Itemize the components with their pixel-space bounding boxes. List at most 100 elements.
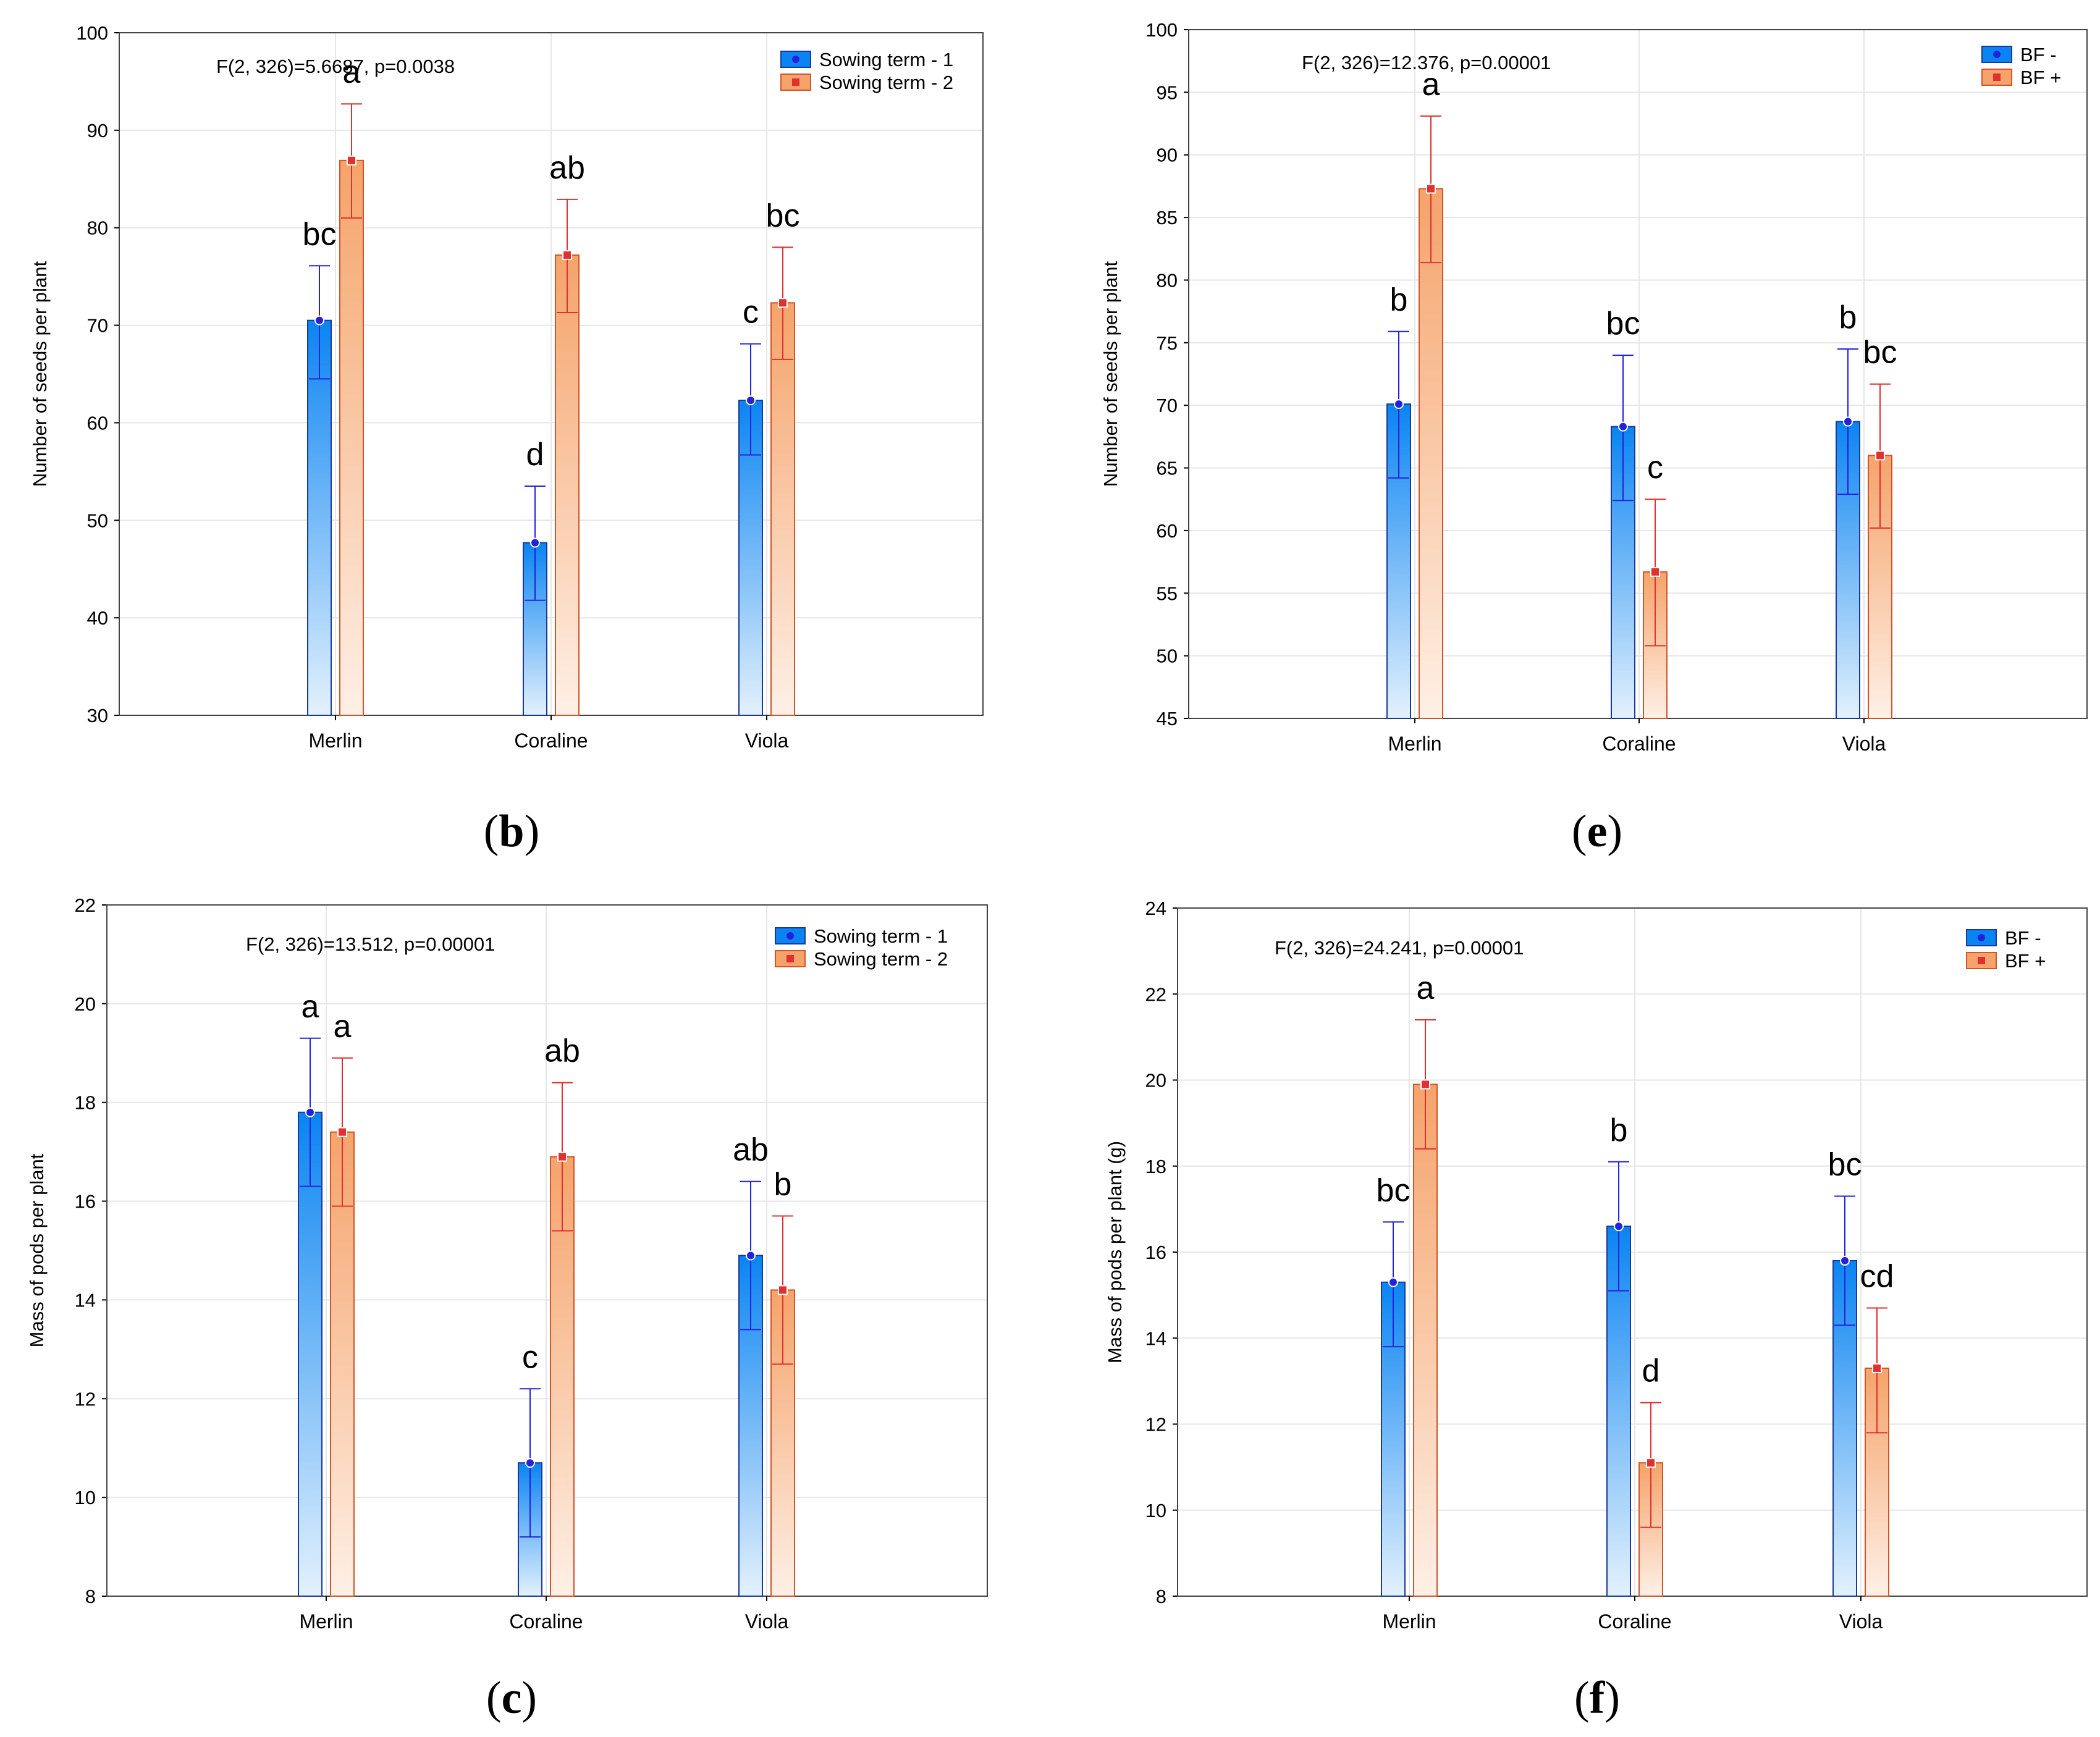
- stat-annotation: F(2, 326)=5.6687, p=0.0038: [216, 56, 455, 77]
- y-tick-label: 8: [85, 1586, 96, 1607]
- category-label: Coraline: [509, 1610, 583, 1633]
- significance-letter: bc: [1828, 1146, 1862, 1182]
- category-label: Viola: [1839, 1610, 1883, 1633]
- panel-label: (b): [484, 806, 539, 857]
- y-tick-label: 12: [1145, 1414, 1166, 1436]
- panel-f: 8 10 12 14 16 18 20 22 24 Merlin Coraline Viola Mass…: [1104, 898, 2088, 1723]
- mean-point: [337, 1127, 347, 1137]
- y-tick-label: 24: [1145, 898, 1166, 919]
- bar-1: [307, 319, 332, 716]
- legend-marker: [786, 932, 794, 940]
- significance-letter: ab: [733, 1132, 769, 1168]
- significance-letter: b: [1610, 1112, 1628, 1148]
- y-tick-label: 60: [87, 412, 108, 434]
- panel-label-letter: f: [1590, 1673, 1606, 1723]
- panel-label: (e): [1572, 806, 1622, 857]
- y-tick-label: 100: [1145, 19, 1178, 41]
- legend-label: BF -: [2005, 927, 2041, 949]
- plot-frame: [106, 904, 988, 1597]
- significance-letter: b: [774, 1167, 792, 1203]
- significance-letter: ab: [549, 150, 585, 186]
- mean-point: [305, 1107, 315, 1117]
- significance-letter: cd: [1860, 1259, 1894, 1295]
- y-axis-label: Number of seeds per plant: [1100, 261, 1121, 487]
- legend-label: Sowing term - 1: [814, 925, 948, 947]
- plot-frame: [1188, 29, 2088, 719]
- plot-frame: [1177, 907, 2088, 1597]
- panel-label: (c): [486, 1673, 537, 1723]
- significance-letter: d: [526, 437, 544, 473]
- mean-point: [347, 155, 356, 166]
- significance-letter: a: [1417, 970, 1435, 1006]
- y-tick-label: 10: [75, 1487, 96, 1508]
- y-axis-label: Mass of pods per plant: [26, 1153, 48, 1347]
- y-tick-label: 90: [87, 120, 108, 141]
- y-tick-label: 20: [1145, 1070, 1166, 1091]
- y-tick-label: 65: [1157, 458, 1178, 479]
- y-tick-label: 40: [87, 607, 108, 629]
- bar-1: [1836, 421, 1860, 719]
- category-label: Merlin: [1382, 1610, 1436, 1633]
- y-tick-label: 14: [1145, 1327, 1166, 1349]
- mean-point: [1394, 399, 1404, 410]
- category-label: Viola: [745, 1610, 789, 1633]
- mean-point: [557, 1151, 567, 1162]
- y-tick-label: 18: [75, 1092, 96, 1114]
- plot-area: [107, 905, 987, 1596]
- bar-1: [738, 400, 763, 716]
- panel-c: 8 10 12 14 16 18 20 22 Merlin Coraline Viola Mass o…: [26, 894, 988, 1723]
- y-tick-label: 20: [75, 993, 96, 1015]
- y-tick-label: 70: [87, 315, 108, 337]
- mean-point: [314, 315, 324, 326]
- category-label: Coraline: [1602, 733, 1676, 755]
- y-tick-label: 100: [76, 22, 108, 44]
- y-tick-label: 22: [1145, 983, 1166, 1005]
- mean-point: [1650, 566, 1660, 577]
- y-tick-label: 45: [1157, 708, 1178, 730]
- y-axis-label: Mass of pods per plant (g): [1104, 1141, 1126, 1363]
- plot-area: [1189, 30, 2087, 718]
- legend-label: BF +: [2020, 67, 2061, 88]
- legend-marker: [792, 78, 799, 86]
- legend-marker: [1978, 934, 1985, 941]
- y-tick-label: 90: [1157, 145, 1178, 166]
- panel-label-paren: ): [521, 1673, 537, 1723]
- y-tick-label: 75: [1157, 332, 1178, 354]
- mean-point: [1426, 183, 1436, 194]
- bar-2: [1413, 1083, 1438, 1597]
- y-tick-label: 55: [1157, 583, 1178, 604]
- panel-label-letter: c: [502, 1673, 522, 1723]
- mean-point: [778, 298, 788, 308]
- mean-point: [1875, 450, 1885, 461]
- panel-label-paren: ): [1607, 806, 1622, 857]
- panel-label-letter: b: [499, 806, 524, 857]
- significance-letter: d: [1642, 1353, 1660, 1389]
- significance-letter: b: [1839, 300, 1857, 335]
- significance-letter: b: [1390, 282, 1408, 318]
- y-tick-label: 95: [1157, 82, 1178, 103]
- mean-point: [1420, 1079, 1430, 1090]
- significance-letter: bc: [1863, 335, 1897, 371]
- y-tick-label: 50: [1157, 646, 1178, 667]
- y-tick-label: 14: [75, 1289, 96, 1311]
- y-tick-label: 8: [1156, 1586, 1166, 1607]
- category-label: Viola: [745, 730, 789, 752]
- y-tick-label: 50: [87, 510, 108, 531]
- mean-point: [746, 1250, 756, 1261]
- mean-point: [525, 1458, 535, 1468]
- category-label: Coraline: [1598, 1610, 1671, 1633]
- panel-label-letter: e: [1587, 806, 1608, 857]
- bar-2: [770, 302, 795, 716]
- legend-marker: [1993, 51, 2001, 58]
- legend-marker: [1993, 74, 2001, 81]
- y-tick-label: 70: [1157, 395, 1178, 416]
- legend-label: BF +: [2005, 950, 2046, 972]
- significance-letter: c: [743, 295, 759, 330]
- y-tick-label: 22: [75, 894, 96, 916]
- mean-point: [1618, 421, 1628, 432]
- legend-marker: [786, 955, 794, 962]
- panel-e: 45 50 55 60 65 70 75 80 85 90 95 100 Merlin Coraline V…: [1100, 19, 2088, 857]
- bar-2: [555, 254, 580, 716]
- legend-marker: [792, 56, 799, 63]
